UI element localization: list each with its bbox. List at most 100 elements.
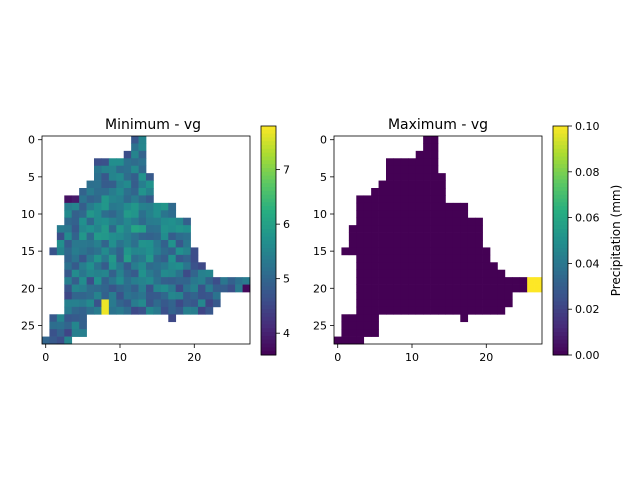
heatmap-cell	[108, 180, 117, 189]
maximum-heatmap	[334, 136, 543, 345]
heatmap-cell	[198, 292, 206, 300]
heatmap-cell	[452, 277, 461, 285]
heatmap-cell	[430, 188, 439, 196]
heatmap-cell	[101, 247, 110, 256]
heatmap-cell	[146, 262, 154, 271]
heatmap-cell	[108, 299, 117, 308]
heatmap-cell	[175, 254, 184, 263]
heatmap-cell	[168, 232, 177, 241]
heatmap-cell	[438, 247, 446, 256]
heatmap-cell	[138, 277, 147, 285]
heatmap-cell	[227, 277, 236, 285]
heatmap-cell	[168, 202, 177, 211]
heatmap-cell	[519, 277, 528, 285]
heatmap-cell	[408, 188, 417, 196]
heatmap-cell	[363, 247, 372, 256]
heatmap-cell	[438, 217, 446, 226]
colorbar-tick-label: 0.10	[575, 120, 600, 133]
heatmap-cell	[386, 225, 394, 233]
heatmap-cell	[504, 292, 513, 300]
heatmap-cell	[408, 158, 417, 167]
heatmap-cell	[64, 336, 73, 345]
heatmap-cell	[408, 247, 417, 256]
heatmap-cell	[153, 247, 162, 256]
heatmap-cell	[108, 165, 117, 174]
colorbar-band	[553, 232, 568, 238]
colorbar-tick-label: 0.02	[575, 303, 600, 316]
heatmap-cell	[356, 292, 365, 300]
heatmap-cell	[356, 195, 365, 204]
colorbar-band	[553, 141, 568, 146]
colorbar-band	[261, 251, 276, 257]
colorbar-band	[553, 126, 568, 131]
heatmap-cell	[86, 247, 95, 256]
heatmap-cell	[108, 262, 117, 271]
heatmap-cell	[497, 269, 506, 278]
colorbar-band	[553, 209, 568, 215]
heatmap-cell	[415, 217, 424, 226]
colorbar-band	[261, 206, 276, 211]
colorbar-band	[553, 313, 568, 318]
heatmap-cell	[79, 269, 87, 278]
heatmap-cell	[101, 284, 110, 293]
colorbar-band	[553, 175, 568, 180]
heatmap-cell	[123, 202, 132, 211]
heatmap-cell	[71, 314, 80, 323]
heatmap-cell	[64, 284, 73, 293]
heatmap-cell	[430, 217, 439, 226]
heatmap-cell	[438, 173, 446, 181]
heatmap-cell	[131, 232, 139, 241]
heatmap-cell	[482, 277, 491, 285]
heatmap-cell	[512, 277, 521, 285]
heatmap-cell	[475, 306, 483, 315]
heatmap-cell	[71, 262, 80, 271]
colorbar-band	[553, 183, 568, 188]
heatmap-cell	[64, 321, 73, 330]
heatmap-cell	[71, 202, 80, 211]
heatmap-cell	[86, 277, 95, 285]
heatmap-cell	[227, 284, 236, 293]
heatmap-cell	[160, 306, 169, 315]
heatmap-cell	[490, 262, 498, 271]
heatmap-cell	[64, 210, 73, 219]
heatmap-cell	[386, 277, 394, 285]
heatmap-cell	[386, 165, 394, 174]
heatmap-cell	[123, 150, 132, 159]
x-tick-label: 0	[334, 351, 341, 364]
heatmap-cell	[504, 284, 513, 293]
x-tick-label: 10	[405, 351, 419, 364]
heatmap-cell	[438, 188, 446, 196]
heatmap-cell	[79, 254, 87, 263]
heatmap-cell	[445, 254, 454, 263]
colorbar-band	[261, 202, 276, 207]
heatmap-cell	[363, 292, 372, 300]
heatmap-cell	[175, 225, 184, 233]
heatmap-cell	[56, 321, 65, 330]
heatmap-cell	[400, 165, 409, 174]
heatmap-cell	[460, 202, 469, 211]
heatmap-cell	[168, 284, 177, 293]
heatmap-cell	[393, 158, 402, 167]
heatmap-cell	[423, 306, 431, 315]
heatmap-cell	[378, 284, 387, 293]
heatmap-cell	[393, 299, 402, 308]
heatmap-cell	[146, 299, 154, 308]
heatmap-cell	[386, 188, 394, 196]
heatmap-cell	[94, 180, 102, 189]
colorbar-band	[553, 206, 568, 211]
heatmap-cell	[123, 188, 132, 196]
heatmap-cell	[423, 150, 431, 159]
heatmap-cell	[108, 292, 117, 300]
heatmap-cell	[94, 217, 102, 226]
heatmap-cell	[356, 262, 365, 271]
heatmap-cell	[116, 299, 125, 308]
heatmap-cell	[415, 195, 424, 204]
heatmap-cell	[101, 165, 110, 174]
heatmap-cell	[467, 284, 476, 293]
heatmap-cell	[423, 165, 431, 174]
heatmap-cell	[138, 299, 147, 308]
heatmap-cell	[101, 217, 110, 226]
colorbar-band	[553, 255, 568, 261]
heatmap-cell	[408, 262, 417, 271]
heatmap-cell	[460, 314, 469, 323]
